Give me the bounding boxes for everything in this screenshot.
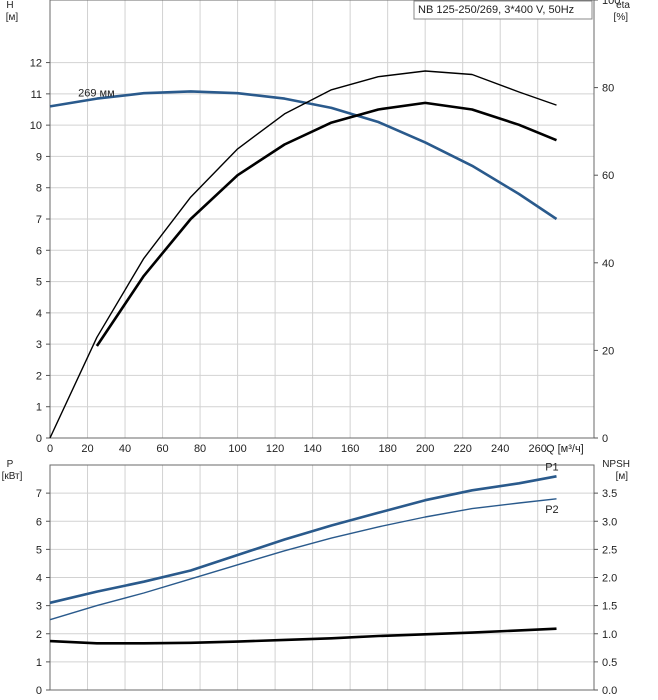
top-left-tick-label: 10	[30, 120, 42, 132]
top-left-tick-label: 11	[31, 89, 42, 101]
top-left-tick-label: 7	[36, 214, 42, 226]
bot-left-tick-label: 3	[36, 601, 42, 613]
top-left-tick-label: 5	[36, 277, 42, 289]
top-chart-tick-labels: 0 20 40 60 80 100 120 140 160 180 200 220 240 2600123…	[30, 0, 620, 455]
bot-left-tick-label: 2	[36, 629, 42, 641]
top-left-tick-label: 12	[30, 58, 42, 70]
bot-left-tick-label: 1	[36, 657, 42, 669]
top-right-tick-label: 20	[602, 345, 614, 357]
top-right-tick-label: 60	[602, 170, 614, 182]
bottom-chart-tick-labels: 0 1 2 3 4 5 6 7 0.0 0.5 1.0 1.5 2.0 2.5 3.0 3.5	[36, 488, 617, 697]
impeller-diameter-label: 269 мм	[78, 88, 115, 100]
top-series-1-line	[49, 70, 557, 439]
bot-left-tick-label: 4	[36, 573, 42, 585]
top-right-tick-label: 100	[602, 0, 620, 7]
bot-right-tick-label: 1.5	[602, 601, 617, 613]
top-right-tick-label: 0	[602, 433, 608, 445]
x-tick-label: 20	[81, 443, 93, 455]
x-tick-label: 220	[454, 443, 472, 455]
top-left-tick-label: 1	[36, 402, 42, 414]
bottom-chart-grid	[50, 465, 594, 690]
top-y-axis-unit-left: [м]	[6, 12, 19, 23]
bot-right-tick-label: 1.0	[602, 629, 617, 641]
bot-right-tick-label: 2.0	[602, 573, 617, 585]
x-tick-label: 0	[47, 443, 53, 455]
x-tick-label: 40	[119, 443, 131, 455]
model-legend-text: NB 125-250/269, 3*400 V, 50Hz	[418, 4, 574, 16]
bot-left-tick-label: 6	[36, 516, 42, 528]
x-tick-label: 200	[416, 443, 434, 455]
top-y-axis-label-right: eta	[616, 0, 630, 11]
top-series-2-line	[95, 101, 557, 347]
top-chart-grid	[50, 0, 594, 438]
model-legend-box: NB 125-250/269, 3*400 V, 50Hz	[413, 0, 593, 20]
bottom-y-axis-label-left: P	[7, 459, 14, 470]
top-chart-series	[49, 70, 558, 439]
x-axis-label: Q [м³/ч]	[546, 443, 584, 455]
top-left-tick-label: 4	[36, 308, 42, 320]
x-tick-label: 140	[303, 443, 321, 455]
bot-series-2-line	[49, 627, 557, 645]
bottom-y-axis-label-right: NPSH	[602, 459, 630, 470]
bottom-y-axis-unit-right: [м]	[616, 471, 629, 482]
top-left-tick-label: 6	[36, 245, 42, 257]
x-tick-label: 80	[194, 443, 206, 455]
x-tick-label: 160	[341, 443, 359, 455]
top-chart: 0 20 40 60 80 100 120 140 160 180 200 220 240 2600123…	[6, 0, 630, 455]
bot-right-tick-label: 3.0	[602, 516, 617, 528]
x-tick-label: 240	[491, 443, 509, 455]
p2-series-label: P2	[545, 504, 558, 516]
bottom-chart-series	[49, 475, 557, 645]
x-tick-label: 120	[266, 443, 284, 455]
bot-right-tick-label: 0.0	[602, 685, 617, 697]
top-left-tick-label: 9	[36, 151, 42, 163]
bottom-y-axis-unit-left: [кВт]	[2, 471, 23, 482]
top-left-tick-label: 0	[36, 433, 42, 445]
bot-right-tick-label: 2.5	[602, 544, 617, 556]
top-right-tick-label: 40	[602, 258, 614, 270]
x-tick-label: 260	[529, 443, 547, 455]
bot-right-tick-label: 3.5	[602, 488, 617, 500]
p1-series-label: P1	[545, 461, 558, 473]
bot-series-1-line	[49, 498, 557, 621]
top-right-tick-label: 80	[602, 83, 614, 95]
x-tick-label: 100	[228, 443, 246, 455]
top-y-axis-label-left: H	[6, 0, 13, 11]
top-y-axis-unit-right: [%]	[614, 12, 629, 23]
top-left-tick-label: 8	[36, 183, 42, 195]
bot-series-0-line	[49, 475, 557, 605]
bot-right-tick-label: 0.5	[602, 657, 617, 669]
top-left-tick-label: 2	[36, 370, 42, 382]
bot-left-tick-label: 5	[36, 544, 42, 556]
bot-left-tick-label: 7	[36, 488, 42, 500]
x-tick-label: 60	[156, 443, 168, 455]
top-series-0-line	[49, 90, 558, 221]
top-left-tick-label: 3	[36, 339, 42, 351]
bottom-chart: 0 1 2 3 4 5 6 7 0.0 0.5 1.0 1.5 2.0 2.5 3.0 3.5 P [кВт]…	[2, 459, 630, 697]
x-tick-label: 180	[378, 443, 396, 455]
bot-left-tick-label: 0	[36, 685, 42, 697]
